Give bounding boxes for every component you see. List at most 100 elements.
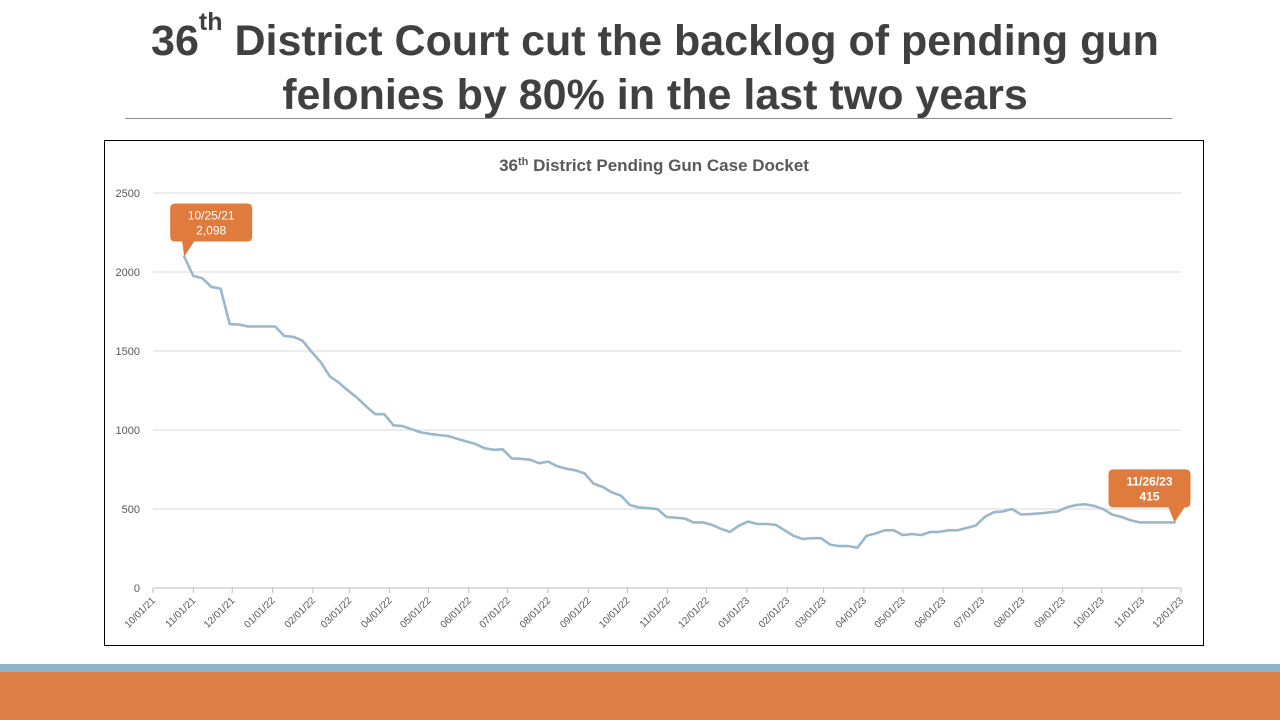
x-tick-label: 08/01/22 (518, 595, 554, 631)
slide-title: 36th District Court cut the backlog of p… (100, 10, 1210, 122)
data-point (956, 529, 959, 532)
x-tick-label: 07/01/23 (952, 595, 988, 631)
data-point (1020, 513, 1022, 516)
data-point (601, 486, 604, 488)
data-point (1120, 516, 1123, 518)
data-point (720, 527, 722, 530)
data-point (438, 434, 440, 436)
data-point (519, 457, 522, 460)
data-point (265, 325, 267, 328)
data-point (838, 545, 840, 547)
data-point (356, 396, 358, 399)
data-point (574, 469, 577, 472)
x-tick-label: 06/01/23 (913, 595, 949, 631)
annotation-callout: 10/25/212,098 (170, 203, 253, 257)
data-point (792, 535, 795, 537)
data-point (510, 457, 513, 460)
y-tick-label: 0 (134, 583, 140, 595)
series-line (182, 255, 1176, 550)
data-point (1111, 513, 1113, 516)
x-tick-label: 03/01/23 (793, 595, 829, 631)
data-point (283, 335, 286, 337)
x-tick-label: 08/01/23 (992, 595, 1028, 631)
data-point (328, 375, 331, 378)
data-point (747, 520, 750, 523)
data-point (192, 275, 195, 277)
x-tick-label: 01/01/23 (717, 595, 753, 631)
data-point (765, 523, 768, 525)
data-point (874, 532, 877, 535)
callout-value-label: 415 (1139, 489, 1159, 503)
data-point (483, 447, 486, 449)
data-point (802, 538, 804, 540)
axes (152, 587, 1182, 593)
chart-title-number: 36 (499, 156, 518, 175)
data-point (501, 448, 504, 451)
x-tick-label: 11/01/21 (164, 595, 199, 630)
data-point (783, 529, 786, 532)
data-point (1002, 510, 1004, 513)
data-point (629, 504, 631, 506)
x-tick-labels: 10/01/21 11/01/21 12/01/21 01/01/22 02/01/22… (123, 595, 1187, 631)
y-tick-labels: 0 500 1000 1500 2000 2500 (116, 188, 140, 595)
chart-title-rest: District Pending Gun Case Docket (528, 156, 809, 175)
data-point (665, 516, 668, 518)
data-point (892, 529, 895, 532)
data-point (692, 521, 695, 524)
x-tick-label: 06/01/22 (439, 595, 475, 631)
x-tick-label: 12/01/21 (202, 595, 238, 631)
callout-bubble (1108, 469, 1191, 523)
data-point (1129, 519, 1132, 521)
data-point (392, 424, 395, 427)
data-point (274, 325, 276, 328)
data-point (820, 537, 822, 540)
x-tick-label: 10/01/23 (1072, 595, 1108, 631)
data-point (929, 531, 931, 533)
y-tick-label: 2500 (116, 188, 140, 200)
data-point (547, 460, 549, 463)
data-point (210, 286, 213, 288)
data-point (701, 521, 704, 524)
data-point (1102, 508, 1104, 510)
data-point (319, 361, 322, 363)
data-point (556, 465, 558, 468)
x-tick-label: 03/01/22 (319, 595, 355, 631)
data-point (401, 425, 404, 427)
data-point (1138, 521, 1141, 524)
data-point (310, 350, 313, 353)
data-point (1038, 512, 1041, 515)
data-point (592, 482, 595, 485)
data-point (674, 516, 677, 519)
callout-date-label: 11/26/23 (1126, 474, 1172, 488)
x-tick-label: 05/01/23 (873, 595, 909, 631)
footer-band (0, 672, 1280, 720)
data-point (256, 325, 258, 328)
title-line1-rest: District Court cut the backlog of pendin… (222, 17, 1159, 65)
data-point (856, 546, 859, 549)
data-point (237, 323, 240, 326)
line-chart: 36th District Pending Gun Case Docket 05… (116, 156, 1191, 631)
data-point (1147, 521, 1150, 524)
x-tick-label: 09/01/22 (558, 595, 594, 631)
data-point (811, 537, 813, 540)
data-point (847, 545, 850, 547)
data-point (1065, 506, 1068, 509)
x-tick-label: 04/01/22 (359, 595, 395, 631)
series-group (182, 255, 1176, 550)
data-point (201, 277, 204, 280)
data-point (247, 325, 249, 328)
data-point (983, 516, 986, 518)
y-tick-label: 500 (122, 504, 140, 516)
data-point (447, 435, 449, 437)
data-point (365, 405, 367, 408)
data-point (883, 529, 886, 532)
title-ordinal-suffix: th (198, 8, 223, 36)
callout-value-label: 2,098 (196, 224, 226, 238)
data-point (465, 440, 468, 443)
data-point (1011, 508, 1013, 510)
data-point (492, 448, 495, 451)
data-point (774, 524, 777, 526)
